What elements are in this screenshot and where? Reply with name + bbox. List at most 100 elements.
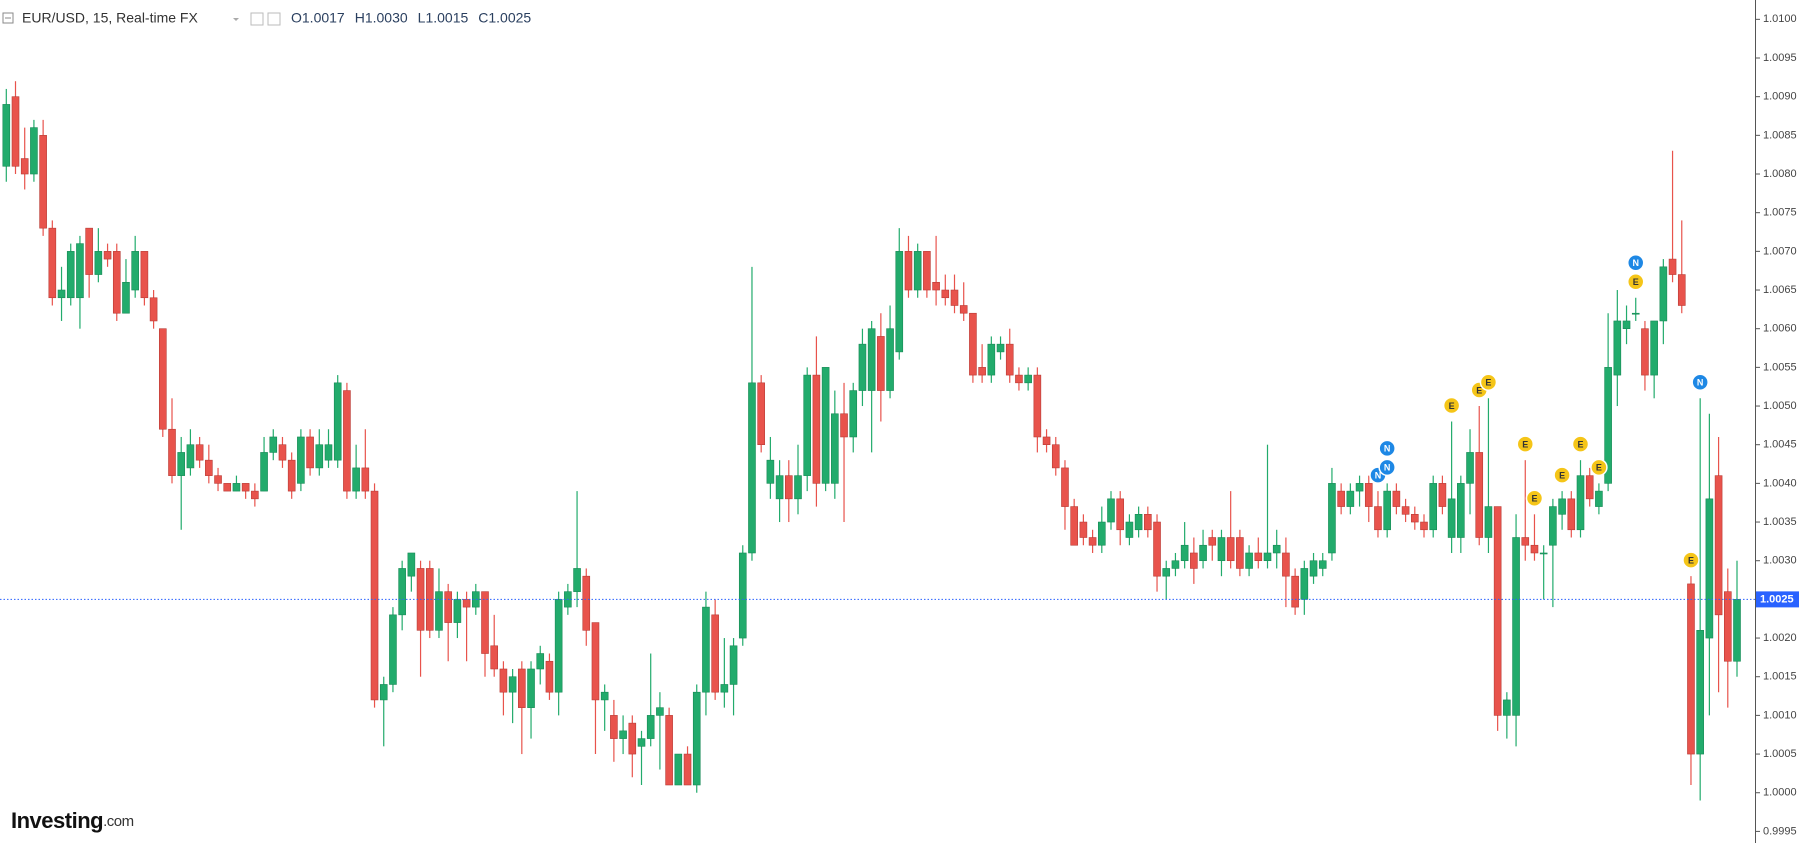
- event-label: E: [1688, 556, 1694, 566]
- event-marker: [1378, 439, 1396, 458]
- event-marker: [1553, 466, 1571, 484]
- event-marker: [1378, 458, 1396, 477]
- candle-body: [39, 135, 47, 229]
- candle-body: [1226, 537, 1235, 562]
- y-tick-label: 1.0095: [1763, 52, 1797, 64]
- candle-body: [361, 467, 370, 492]
- candle-body: [1567, 498, 1576, 531]
- candle-body: [849, 390, 858, 438]
- candle-body: [812, 374, 821, 484]
- candle-body: [1521, 537, 1530, 546]
- candle-body: [1180, 544, 1189, 562]
- candle-body: [112, 251, 121, 314]
- candle-body: [1144, 514, 1152, 531]
- candle-body: [481, 591, 489, 654]
- candle-body: [895, 251, 904, 353]
- candle-body: [30, 127, 38, 175]
- candle-body: [1392, 490, 1401, 507]
- candle-body: [508, 676, 517, 693]
- candle-body: [886, 328, 894, 391]
- candle-body: [48, 227, 57, 299]
- candle-body: [140, 251, 149, 299]
- y-tick-label: 1.0000: [1763, 787, 1797, 799]
- event-marker: [1691, 373, 1709, 392]
- candle-body: [858, 343, 867, 391]
- candle-body: [324, 444, 333, 461]
- candle-body: [803, 374, 812, 476]
- event-label: N: [1375, 470, 1382, 480]
- candle-body: [122, 281, 130, 314]
- candle-body: [435, 591, 443, 631]
- settings-icon[interactable]: [250, 12, 264, 26]
- candle-body: [1410, 514, 1419, 523]
- candle-body: [941, 289, 950, 299]
- candle-body: [1530, 544, 1539, 554]
- collapse-icon[interactable]: [2, 12, 14, 24]
- candle-body: [1337, 490, 1345, 507]
- event-label: E: [1485, 378, 1491, 388]
- candle-body: [1613, 320, 1622, 376]
- candle-body: [1282, 552, 1290, 577]
- candle-body: [94, 251, 103, 275]
- candle-body: [794, 475, 802, 500]
- candle-body: [1088, 537, 1097, 546]
- candle-body: [867, 328, 876, 391]
- event-label: E: [1476, 385, 1482, 395]
- event-label: E: [1596, 463, 1602, 473]
- candle-body: [1714, 475, 1723, 616]
- candle-body: [1346, 490, 1355, 507]
- dropdown-caret[interactable]: [233, 18, 239, 21]
- candle-body: [582, 575, 591, 631]
- candle-body: [1005, 343, 1014, 376]
- price-axis: 0.9995 1.0000 1.0005 1.0010 1.0015 1.0020 1.00…: [1755, 13, 1799, 837]
- event-marker: [1626, 273, 1645, 291]
- candle-body: [490, 645, 499, 670]
- candle-body: [297, 436, 305, 484]
- candle-body: [656, 707, 664, 716]
- candle-body: [1272, 544, 1281, 554]
- candle-body: [1190, 552, 1198, 569]
- candle-body: [665, 715, 673, 786]
- candle-body: [186, 444, 195, 469]
- candle-body: [1318, 560, 1327, 569]
- y-tick-label: 1.0100: [1763, 13, 1797, 25]
- candle-body: [1263, 552, 1272, 562]
- candle-body: [269, 436, 278, 453]
- candle-body: [628, 722, 637, 755]
- candle-body: [370, 490, 379, 701]
- candle-body: [66, 251, 75, 299]
- close-icon[interactable]: [267, 12, 281, 26]
- candle-body: [1723, 591, 1732, 662]
- candle-body: [545, 660, 554, 693]
- candle-body: [536, 653, 545, 670]
- candle-body: [398, 568, 406, 616]
- candle-body: [1134, 514, 1143, 531]
- candle-body: [1125, 521, 1134, 538]
- candle-body: [1512, 537, 1520, 716]
- candle-body: [260, 452, 268, 492]
- y-tick-label: 1.0055: [1763, 361, 1797, 373]
- candle-body: [1401, 506, 1410, 515]
- candle-body: [1015, 374, 1023, 384]
- candle-body: [1631, 312, 1640, 315]
- event-marker: [1590, 458, 1608, 477]
- candle-body: [1622, 320, 1631, 329]
- candle-body: [1503, 699, 1511, 716]
- candle-body: [278, 444, 287, 461]
- event-marker: [1682, 551, 1700, 569]
- candle-body: [692, 691, 701, 786]
- candle-body: [996, 343, 1005, 353]
- candle-body: [600, 691, 609, 701]
- candle-body: [1650, 320, 1658, 376]
- candle-body: [1438, 483, 1447, 507]
- candle-body: [103, 251, 112, 260]
- candle-body: [241, 483, 250, 492]
- candle-body: [2, 104, 11, 167]
- candle-body: [407, 552, 416, 577]
- ohlc-value: C1.0025: [478, 10, 531, 26]
- candle-body: [1070, 506, 1078, 546]
- candle-body: [969, 312, 977, 376]
- candle-body: [195, 444, 204, 461]
- candle-body: [1484, 506, 1493, 538]
